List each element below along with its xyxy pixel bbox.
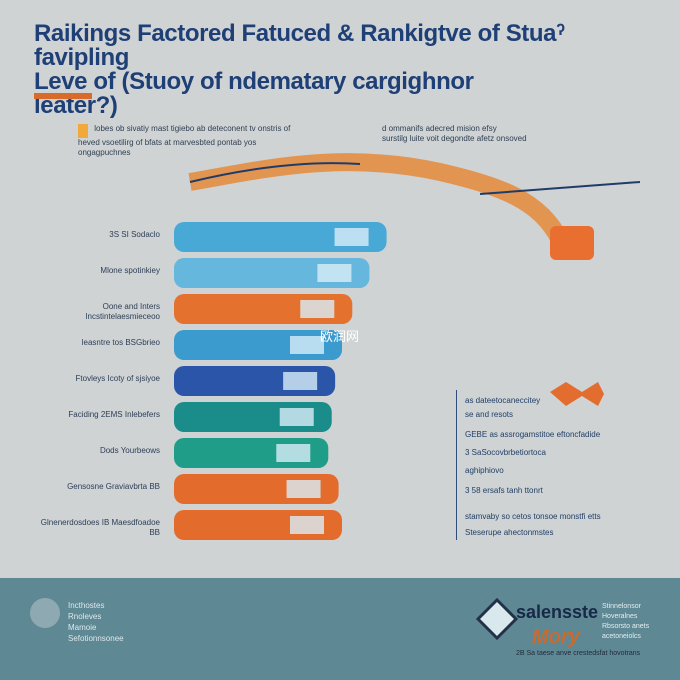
bar-4 [174,330,342,360]
left-note-line-1: lobes ob sivatiy mast tigiebo ab detecon… [94,124,291,133]
bar-highlight-3 [300,300,335,318]
category-label-3: Oone and Inters Incstintelaesmieceoo [85,302,160,321]
ribbon-decoration [188,153,569,245]
category-label-9: Glnenerdosdoes IB Maesdfoadoe BB [40,518,160,537]
footer-left-line-4: Sefotionnsonee [68,634,124,643]
bar-9 [174,510,342,540]
footer-left-line-1: Incthostes [68,601,105,610]
footer-right-text: Stinnelonsor Hoveralnes Rbsorsto anets a… [602,602,662,642]
legend-row-4: 3 SaSocovbrbetiortoca [465,448,546,457]
footer-right-line-1: Stinnelonsor [602,603,641,610]
bar-highlight-7 [276,444,311,462]
category-label-8: Gensosne Graviavbrta BB [67,482,160,491]
bar-2 [174,258,370,288]
bar-highlight-9 [290,516,324,534]
left-note: lobes ob sivatiy mast tigiebo ab detecon… [78,124,348,158]
bar-highlight-1 [334,228,369,246]
bar-highlight-5 [283,372,318,390]
footer: Incthostes Rnoleves Mamoie Sefotionnsone… [0,578,680,680]
left-note-line-2: heved vsoetilirg of bfats at marvesbted … [78,138,257,147]
title-underline [34,93,334,103]
bar-fill-1 [174,222,387,252]
legend-row-5: aghiphiovo [465,466,504,475]
legend-row-8: Steserupe ahectonmstes [465,528,554,537]
footer-brand-secondary: Mory [532,626,580,648]
bar-5 [174,366,336,396]
right-note-line-2: surstilg luite voit degondte afetz onsov… [382,134,527,143]
bar-highlight-8 [286,480,321,498]
title-accent-bar [34,93,92,99]
note-tag-icon [78,124,88,138]
title-line-2: Leve of (Stuoy of ndematary cargighnor [34,68,474,95]
bar-1 [174,222,387,252]
legend-row-3: GEBE as assrogamstitoe eftoncfadide [465,430,601,439]
footer-right-line-3: Rbsorsto anets [602,623,650,630]
footer-right-line-4: acetoneiolcs [602,633,641,640]
legend-row-2: se and resots [465,410,514,419]
globe-logo-icon [30,598,60,628]
footer-brand: salensste [516,602,599,622]
watermark: 欧润网 [320,329,360,344]
bar-highlight-4 [290,336,324,354]
right-note-line-1: d ommanifs adecred mision efsy [382,124,497,133]
title-line-1: Raikings Factored Fatuced & Rankigtve of… [34,20,565,71]
footer-left-line-2: Rnoleves [68,612,102,621]
bar-3 [174,294,353,324]
footer-bottom-text: 2B Sa taese anve crestedsfat hovotrans [516,650,641,657]
category-label-2: Mlone spotinkiey [100,266,160,275]
category-label-1: 3S SI Sodaclo [109,230,160,239]
legend-row-6: 3 58 ersafs tanh ttonrt [465,486,543,495]
legend-row-1: as dateetocaneccitey [465,396,541,405]
bar-7 [174,438,329,468]
footer-left-line-3: Mamoie [68,623,97,632]
left-note-line-3: ongagpuchnes [78,148,131,157]
bar-highlight-2 [317,264,352,282]
category-label-4: leasntre tos BSGbrieo [81,338,160,347]
legend: as dateetocaneccitey se and resots GEBE … [456,390,607,540]
right-note: d ommanifs adecred mision efsy surstilg … [382,124,592,144]
footer-left-text: Incthostes Rnoleves Mamoie Sefotionnsone… [68,600,124,644]
arrow-icon [550,382,604,406]
category-label-7: Dods Yourbeows [99,446,160,455]
bar-6 [174,402,332,432]
bar-8 [174,474,339,504]
category-label-6: Faciding 2EMS Inlebefers [68,410,160,419]
ranking-icon [550,226,594,260]
legend-row-7: stamvaby so cetos tonsoe monstfi etts [465,512,601,521]
trend-line [189,162,641,195]
bar-highlight-6 [279,408,314,426]
footer-right-line-2: Hoveralnes [602,613,638,620]
diamond-logo-icon [475,597,519,641]
category-label-5: Ftovleys Icoty of sjsiyoe [75,374,160,383]
